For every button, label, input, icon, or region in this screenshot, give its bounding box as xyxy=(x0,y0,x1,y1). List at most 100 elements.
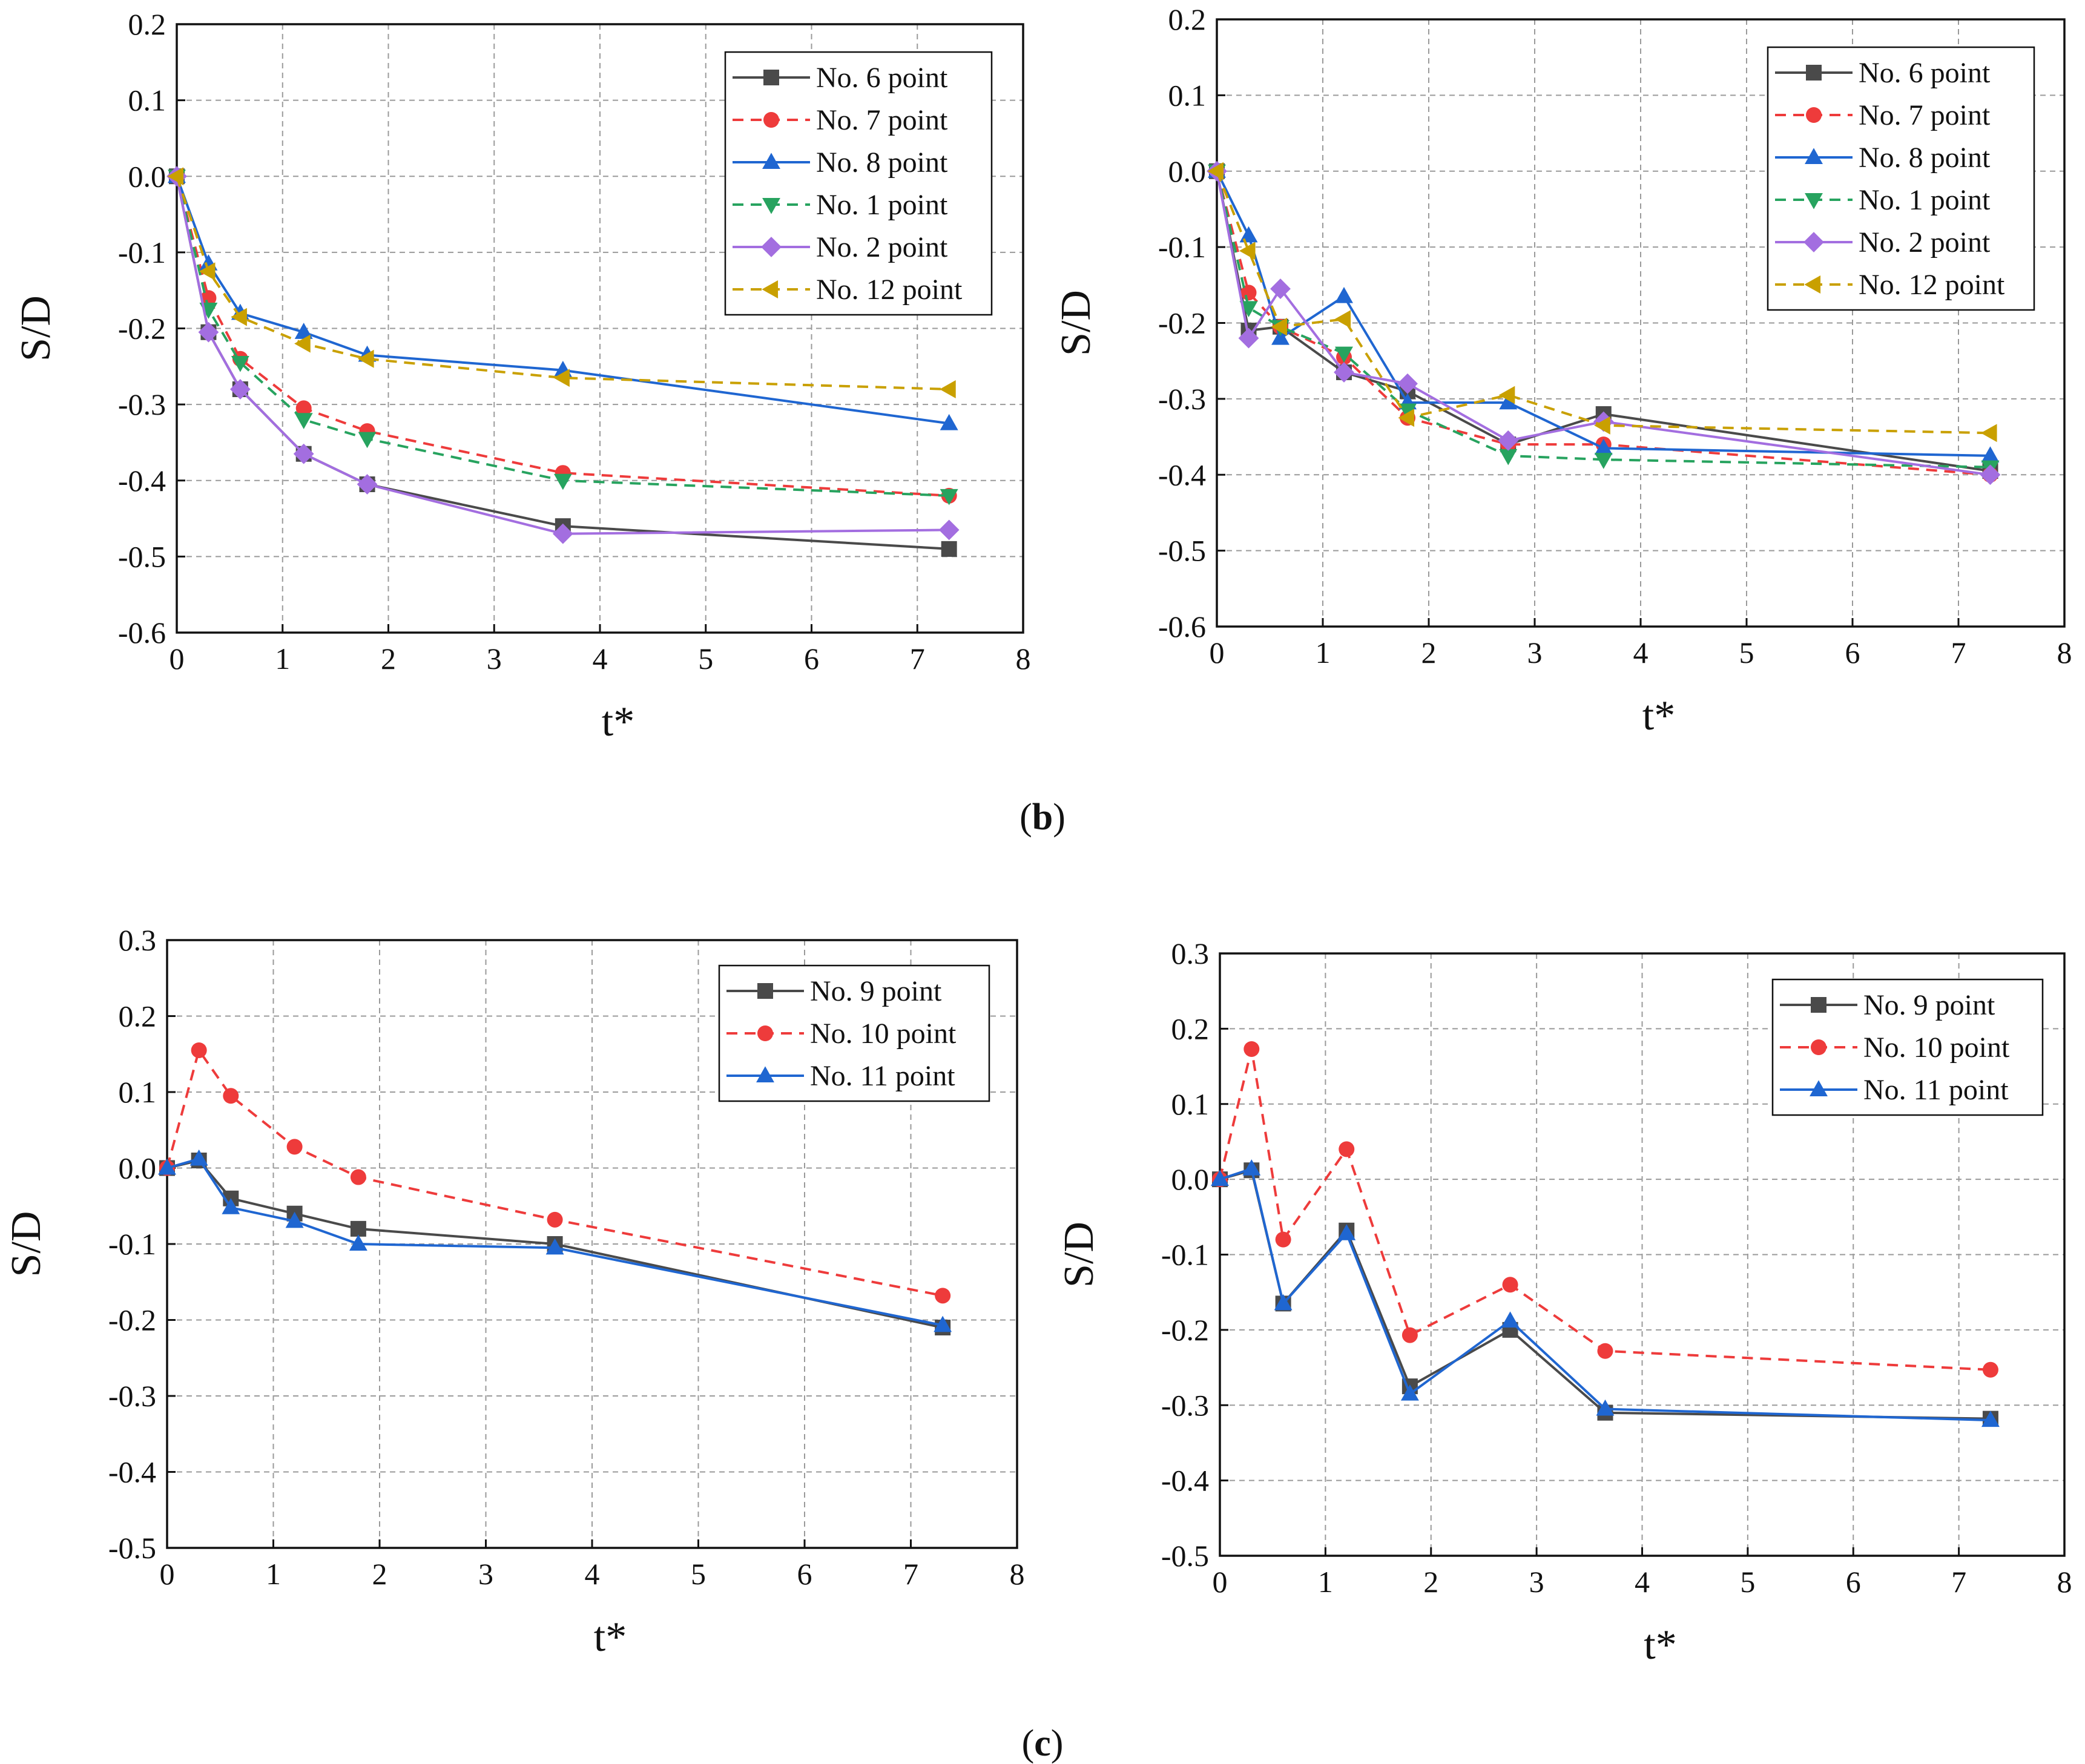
x-tick-label: 3 xyxy=(487,642,502,676)
y-tick-label: -0.3 xyxy=(108,1379,156,1413)
x-tick-label: 7 xyxy=(903,1557,918,1591)
legend-label: No. 11 point xyxy=(1863,1074,2009,1106)
data-point xyxy=(223,1088,239,1104)
legend-box xyxy=(724,51,993,316)
data-point xyxy=(1499,449,1518,466)
legend-marker xyxy=(1811,997,1826,1013)
y-tick-label: 0.2 xyxy=(128,7,166,41)
x-axis-title: t* xyxy=(602,699,634,745)
data-point xyxy=(1271,328,1290,345)
data-point xyxy=(357,349,374,368)
caption-b: (b) xyxy=(1019,797,1066,838)
legend-label: No. 11 point xyxy=(810,1060,955,1092)
data-point xyxy=(229,379,251,400)
data-point xyxy=(552,523,573,544)
series-line xyxy=(1216,171,1991,469)
data-point xyxy=(938,519,960,541)
y-tick-label: 0.1 xyxy=(1171,1087,1210,1121)
legend-label: No. 7 point xyxy=(816,104,948,136)
chart-2: 0 1 2 3 4 5 6 7 8 0.2 0.1 0.0 -0.1 -0.2 -0.3 -0.4 -0.5 -0… xyxy=(1053,2,2072,739)
series-line xyxy=(1216,171,1991,476)
data-point xyxy=(1981,446,2000,462)
x-tick-label: 2 xyxy=(372,1557,387,1591)
legend-marker xyxy=(762,280,779,298)
legend-label: No. 9 point xyxy=(810,975,942,1007)
caption-c-close: ) xyxy=(1051,1723,1064,1764)
data-point xyxy=(1242,1159,1261,1176)
caption-c-letter: c xyxy=(1034,1723,1051,1764)
chart-1: 0 1 2 3 4 5 6 7 8 0.2 0.1 0.0 -0.1 -0.2 -0.3 -0.4 -0.5 -0… xyxy=(13,7,1031,745)
y-tick-label: -0.4 xyxy=(118,464,166,498)
data-point xyxy=(1270,278,1291,299)
x-tick-label: 4 xyxy=(593,642,608,676)
y-tick-label: -0.3 xyxy=(1161,1388,1209,1422)
y-tick-label: 0.2 xyxy=(119,999,157,1033)
caption-b-letter: b xyxy=(1032,797,1053,838)
data-point xyxy=(1238,327,1259,349)
legend-label: No. 7 point xyxy=(1859,99,1991,131)
x-tick-label: 7 xyxy=(1951,636,1966,670)
legend: No. 6 point No. 7 point No. 8 point No. 1 p… xyxy=(724,51,993,316)
data-point xyxy=(1596,1399,1615,1416)
x-tick-label: 8 xyxy=(1016,642,1031,676)
legend-marker xyxy=(1806,65,1822,81)
data-point xyxy=(1334,310,1351,329)
series-no-11-point xyxy=(1211,1159,2000,1427)
data-point xyxy=(1271,317,1288,336)
legend-marker xyxy=(1810,1080,1828,1097)
x-tick-label: 0 xyxy=(1210,636,1225,670)
data-point xyxy=(1239,301,1258,318)
data-point xyxy=(222,1198,240,1214)
legend-marker xyxy=(1806,107,1822,123)
series-no-2-point xyxy=(1207,160,2001,485)
data-point xyxy=(349,1234,367,1251)
x-tick-label: 4 xyxy=(1635,1565,1650,1599)
x-tick-label: 1 xyxy=(275,642,290,676)
data-point xyxy=(1501,1311,1520,1328)
x-tick-label: 5 xyxy=(691,1557,706,1591)
data-point xyxy=(1982,1361,1998,1378)
data-point xyxy=(1398,403,1417,420)
x-tick-label: 4 xyxy=(1633,636,1649,670)
y-axis-title: S/D xyxy=(1056,1222,1102,1288)
plots-layer: 0 1 2 3 4 5 6 7 8 0.2 0.1 0.0 -0.1 -0.2 -0.3 -0.4 -0.5 -0… xyxy=(3,2,2072,1668)
data-point xyxy=(285,1211,304,1228)
series-no-11-point xyxy=(158,1149,952,1332)
data-point xyxy=(191,1042,207,1058)
data-point xyxy=(1498,430,1519,451)
caption-b-close: ) xyxy=(1053,797,1066,838)
legend-marker xyxy=(762,153,780,169)
legend-marker xyxy=(761,237,782,257)
x-tick-label: 3 xyxy=(1527,636,1543,670)
y-tick-label: 0.0 xyxy=(1171,1162,1210,1196)
legend-label: No. 8 point xyxy=(816,146,948,179)
y-tick-label: -0.1 xyxy=(1161,1238,1209,1272)
legend: No. 6 point No. 7 point No. 8 point No. 1 p… xyxy=(1767,46,2035,311)
y-tick-label: -0.2 xyxy=(108,1303,156,1337)
data-point xyxy=(1502,1277,1518,1293)
y-tick-label: -0.4 xyxy=(108,1455,156,1489)
y-tick-label: 0.1 xyxy=(128,84,166,117)
data-point xyxy=(200,290,217,306)
y-tick-label: 0.3 xyxy=(1171,936,1210,970)
data-point xyxy=(1274,1294,1293,1311)
y-tick-label: 0.0 xyxy=(1168,154,1207,188)
legend-label: No. 9 point xyxy=(1863,989,1995,1021)
y-tick-label: 0.2 xyxy=(1168,2,1207,36)
series-line xyxy=(1219,1048,1991,1371)
data-point xyxy=(553,369,570,387)
y-tick-label: 0.2 xyxy=(1171,1012,1210,1045)
data-point xyxy=(357,474,378,495)
data-point xyxy=(545,1238,564,1255)
data-point xyxy=(1339,1141,1355,1157)
legend-marker xyxy=(757,1025,773,1041)
data-point xyxy=(294,323,313,339)
x-tick-label: 3 xyxy=(1529,1565,1544,1599)
legend-label: No. 10 point xyxy=(1863,1032,2010,1064)
series-no-9-point xyxy=(1212,1162,1998,1427)
data-point xyxy=(1398,409,1415,427)
legend-marker xyxy=(1811,1039,1826,1055)
data-point xyxy=(231,355,249,372)
legend-label: No. 2 point xyxy=(1859,226,1991,258)
data-point xyxy=(1240,285,1257,301)
